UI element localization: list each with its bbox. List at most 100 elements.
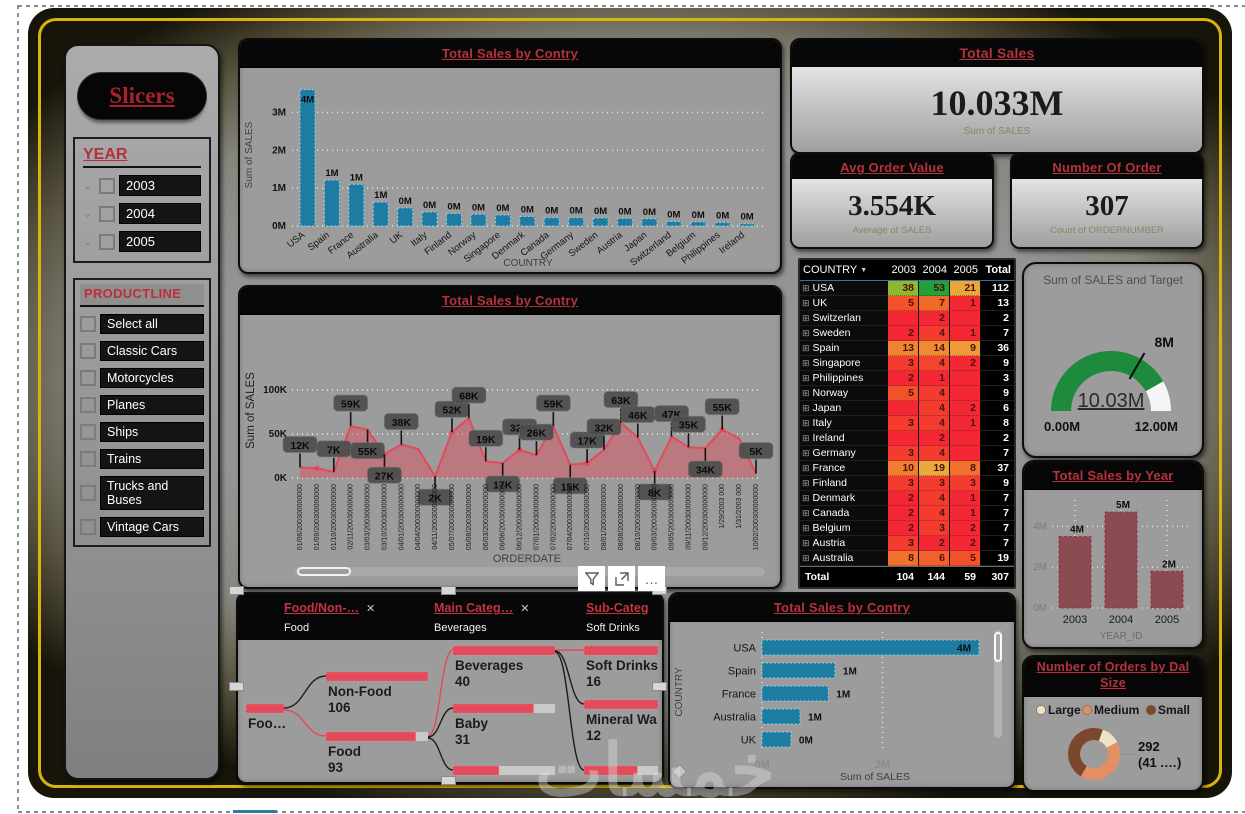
- matrix-value-cell[interactable]: 7: [919, 296, 950, 311]
- productline-value[interactable]: Motorcycles: [100, 368, 204, 388]
- productline-checkbox[interactable]: [80, 519, 96, 535]
- hbar-vscroll-thumb[interactable]: [994, 632, 1002, 662]
- chevron-down-icon[interactable]: ⌄: [83, 179, 93, 192]
- matrix-value-cell[interactable]: 3: [888, 356, 919, 371]
- matrix-col-2005[interactable]: 2005: [953, 264, 978, 276]
- productline-checkbox[interactable]: [80, 343, 96, 359]
- bar-uk[interactable]: [397, 207, 414, 227]
- matrix-value-cell[interactable]: 3: [919, 521, 950, 536]
- bar-finland[interactable]: [446, 213, 463, 227]
- bar-france[interactable]: [348, 183, 365, 227]
- productline-value[interactable]: Ships: [100, 422, 204, 442]
- matrix-country-cell[interactable]: ⊞ UK: [800, 296, 888, 311]
- matrix-value-cell[interactable]: [950, 446, 981, 461]
- tree-level-title[interactable]: Sub-Categ: [586, 601, 649, 615]
- matrix-value-cell[interactable]: 1: [950, 491, 981, 506]
- bar-year-2004[interactable]: [1104, 511, 1138, 609]
- matrix-value-cell[interactable]: 3: [888, 536, 919, 551]
- matrix-row-total[interactable]: 7: [981, 521, 1014, 536]
- line-chart-hscroll-thumb[interactable]: [297, 567, 351, 576]
- bar-austria[interactable]: [616, 217, 633, 227]
- bar-italy[interactable]: [421, 211, 438, 227]
- matrix-value-cell[interactable]: 19: [919, 461, 950, 476]
- matrix-row-total[interactable]: 8: [981, 416, 1014, 431]
- matrix-value-cell[interactable]: 4: [919, 326, 950, 341]
- matrix-country-cell[interactable]: ⊞ Switzerlan: [800, 311, 888, 326]
- matrix-value-cell[interactable]: 6: [919, 551, 950, 566]
- productline-value[interactable]: Select all: [100, 314, 204, 334]
- resize-handle[interactable]: [441, 776, 456, 785]
- year-value[interactable]: 2005: [119, 231, 201, 252]
- matrix-value-cell[interactable]: 2: [888, 491, 919, 506]
- matrix-row-total[interactable]: 36: [981, 341, 1014, 356]
- matrix-country-cell[interactable]: ⊞ France: [800, 461, 888, 476]
- matrix-value-cell[interactable]: 10: [888, 461, 919, 476]
- matrix-value-cell[interactable]: 21: [950, 281, 981, 296]
- bar-denmark[interactable]: [519, 216, 536, 227]
- matrix-row-total[interactable]: 19: [981, 551, 1014, 566]
- matrix-value-cell[interactable]: [950, 431, 981, 446]
- matrix-value-cell[interactable]: [950, 311, 981, 326]
- matrix-value-cell[interactable]: 4: [919, 386, 950, 401]
- matrix-value-cell[interactable]: 3: [888, 446, 919, 461]
- donut-slice-large[interactable]: [1098, 729, 1118, 748]
- matrix-value-cell[interactable]: 4: [919, 401, 950, 416]
- line-chart-hscroll-track[interactable]: [295, 567, 765, 576]
- productline-value[interactable]: Trains: [100, 449, 204, 469]
- more-options-icon[interactable]: …: [638, 566, 665, 591]
- matrix-country-cell[interactable]: ⊞ Norway: [800, 386, 888, 401]
- bar-spain[interactable]: [323, 179, 340, 227]
- hbar-australia[interactable]: [761, 708, 801, 725]
- bar-belgium[interactable]: [690, 221, 707, 227]
- close-icon[interactable]: ✕: [365, 603, 376, 615]
- matrix-value-cell[interactable]: 1: [950, 326, 981, 341]
- hbar-spain[interactable]: [761, 662, 836, 679]
- matrix-country-cell[interactable]: ⊞ Spain: [800, 341, 888, 356]
- matrix-country-cell[interactable]: ⊞ Germany: [800, 446, 888, 461]
- matrix-country-cell[interactable]: ⊞ Denmark: [800, 491, 888, 506]
- tree-level-title[interactable]: Main Categ…: [434, 601, 514, 615]
- matrix-value-cell[interactable]: 2: [888, 521, 919, 536]
- resize-handle[interactable]: [441, 586, 456, 595]
- tree-level-title[interactable]: Food/Non-…: [284, 601, 359, 615]
- year-value[interactable]: 2003: [119, 175, 201, 196]
- bar-ireland[interactable]: [739, 223, 756, 227]
- matrix-value-cell[interactable]: 8: [888, 551, 919, 566]
- donut-slice-medium[interactable]: [1080, 741, 1120, 780]
- year-checkbox[interactable]: [99, 233, 115, 250]
- matrix-row-total[interactable]: 3: [981, 371, 1014, 386]
- hbar-france[interactable]: [761, 685, 829, 702]
- productline-checkbox[interactable]: [80, 424, 96, 440]
- year-value[interactable]: 2004: [119, 203, 201, 224]
- matrix-row-total[interactable]: 13: [981, 296, 1014, 311]
- bar-canada[interactable]: [543, 217, 560, 227]
- productline-value[interactable]: Planes: [100, 395, 204, 415]
- matrix-value-cell[interactable]: 5: [950, 551, 981, 566]
- resize-handle[interactable]: [229, 682, 244, 691]
- matrix-value-cell[interactable]: [888, 401, 919, 416]
- legend-item-small[interactable]: Small: [1146, 703, 1191, 717]
- matrix-value-cell[interactable]: 4: [919, 446, 950, 461]
- matrix-row-total[interactable]: 37: [981, 461, 1014, 476]
- matrix-value-cell[interactable]: 3: [919, 476, 950, 491]
- bar-year-2005[interactable]: [1150, 570, 1184, 609]
- matrix-row-total[interactable]: 2: [981, 311, 1014, 326]
- matrix-value-cell[interactable]: 4: [919, 356, 950, 371]
- matrix-col-2004[interactable]: 2004: [922, 264, 947, 276]
- matrix-value-cell[interactable]: [888, 311, 919, 326]
- matrix-value-cell[interactable]: 2: [919, 536, 950, 551]
- matrix-value-cell[interactable]: 5: [888, 386, 919, 401]
- tree-node-root[interactable]: Foo…: [245, 703, 286, 731]
- donut-slice-small[interactable]: [1068, 727, 1103, 776]
- matrix-value-cell[interactable]: 3: [888, 416, 919, 431]
- matrix-value-cell[interactable]: 2: [888, 326, 919, 341]
- matrix-row-total[interactable]: 9: [981, 356, 1014, 371]
- productline-value[interactable]: Trucks and Buses: [100, 476, 204, 510]
- matrix-value-cell[interactable]: 13: [888, 341, 919, 356]
- matrix-row-total[interactable]: 7: [981, 446, 1014, 461]
- matrix-country-cell[interactable]: ⊞ Australia: [800, 551, 888, 566]
- matrix-value-cell[interactable]: 4: [919, 506, 950, 521]
